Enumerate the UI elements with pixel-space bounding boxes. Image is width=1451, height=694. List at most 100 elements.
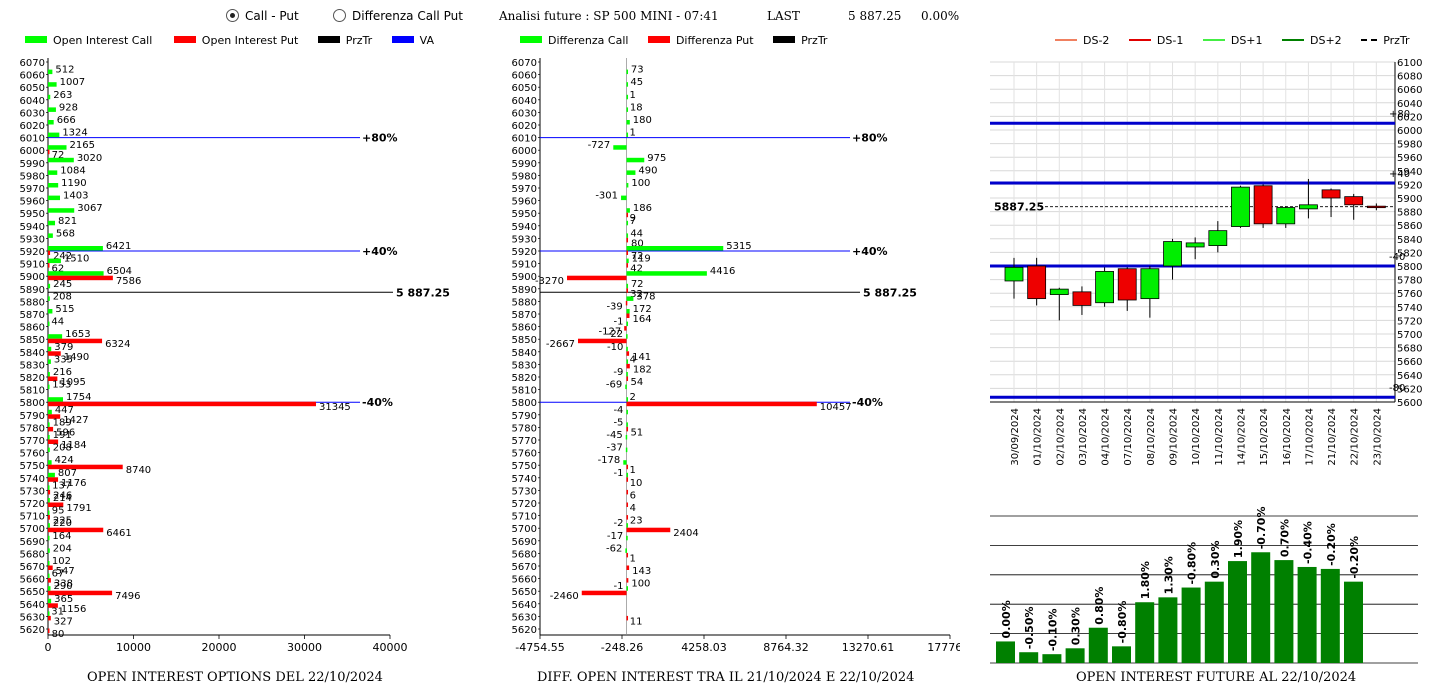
call-bar <box>626 296 634 301</box>
call-value-label: 1 <box>630 90 636 101</box>
candle-body <box>1140 268 1160 300</box>
strike-label: 5800 <box>512 398 537 409</box>
caption-chart4: OPEN INTEREST FUTURE AL 22/10/2024 <box>1076 670 1357 685</box>
bar-value-label: 0.70% <box>1278 519 1291 557</box>
call-bar <box>626 586 628 591</box>
legend-swatch <box>647 36 670 43</box>
candle-body <box>1253 185 1273 225</box>
legend-label: Open Interest Put <box>201 34 299 47</box>
bar-value-label: -0.80% <box>1116 601 1129 644</box>
call-value-label: 379 <box>54 342 73 353</box>
call-value-label: 137 <box>52 480 71 491</box>
va-label: +80% <box>852 132 888 145</box>
legend-swatch <box>1055 39 1077 41</box>
strike-label: 6010 <box>20 134 45 145</box>
open-interest-future-chart: 0.00% -0.50% -0.10% 0.30% 0.80% -0.80% 1.80% 1.… <box>990 507 1418 664</box>
date-label: 07/10/2024 <box>1123 408 1134 466</box>
call-bar <box>626 170 636 175</box>
put-value-label: 547 <box>56 566 75 577</box>
put-bar <box>626 401 817 407</box>
candle-body <box>1208 230 1228 246</box>
call-bar <box>48 523 50 528</box>
strike-label: 5910 <box>20 260 45 271</box>
last-value: 5 887.25 <box>848 9 902 23</box>
call-bar <box>48 397 63 402</box>
call-bar <box>626 94 629 100</box>
call-bar <box>626 258 629 264</box>
change-value: 0.00% <box>921 9 960 23</box>
bar-value-label: -0.80% <box>1186 542 1199 585</box>
call-bar <box>621 195 627 201</box>
candle-body <box>1163 241 1182 267</box>
legend-item: VA <box>391 34 434 47</box>
x-tick-label: 30000 <box>287 641 322 654</box>
legend-swatch <box>773 36 796 43</box>
call-bar <box>48 447 50 453</box>
radio-call-put[interactable]: Call - Put <box>226 9 299 23</box>
legend-chart3: DS-2 DS-1 DS+1 DS+2 PrzTr <box>1055 34 1410 47</box>
future-bar <box>996 641 1015 663</box>
strike-label: 5880 <box>20 297 45 308</box>
last-label: LAST <box>767 9 800 23</box>
call-value-label: -5 <box>613 417 623 428</box>
va-label: +80% <box>362 132 398 145</box>
call-value-label: 447 <box>55 405 74 416</box>
y-tick-label: 5680 <box>1397 344 1422 355</box>
call-bar <box>48 94 51 100</box>
radio-differenza[interactable]: Differenza Call Put <box>333 9 463 23</box>
y-tick-label: 5600 <box>1397 398 1422 409</box>
level-label: -80 <box>1389 383 1405 394</box>
bar-value-label: -0.70% <box>1255 507 1268 550</box>
put-bar <box>48 351 61 356</box>
call-bar <box>48 132 60 138</box>
put-bar <box>626 212 629 218</box>
x-tick-label: 20000 <box>202 641 237 654</box>
call-bar <box>48 409 52 415</box>
put-value-label: 8740 <box>126 465 151 476</box>
strike-label: 6020 <box>20 121 45 132</box>
y-tick-label: 5620 <box>1397 384 1422 395</box>
va-label: +40% <box>362 245 398 258</box>
put-bar <box>48 263 50 268</box>
call-bar <box>626 359 629 364</box>
strike-label: 5650 <box>512 587 537 598</box>
call-value-label: 245 <box>53 279 72 290</box>
call-value-label: 153 <box>52 380 71 391</box>
put-bar <box>626 515 629 520</box>
date-label: 10/10/2024 <box>1191 408 1202 466</box>
put-value-label: -39 <box>606 301 622 312</box>
date-label: 09/10/2024 <box>1169 408 1180 466</box>
y-tick-label: 6000 <box>1397 126 1422 137</box>
call-bar <box>48 296 50 301</box>
legend-item: PrzTr <box>773 34 827 47</box>
date-label: 08/10/2024 <box>1146 408 1157 466</box>
put-value-label: 327 <box>54 616 73 627</box>
put-bar <box>626 489 629 495</box>
strike-label: 5790 <box>512 411 537 422</box>
call-bar <box>626 107 629 112</box>
y-tick-label: 5780 <box>1397 276 1422 287</box>
call-value-label: 1653 <box>65 329 90 340</box>
date-label: 17/10/2024 <box>1304 408 1315 466</box>
date-label: 23/10/2024 <box>1372 408 1383 466</box>
strike-label: 5640 <box>20 600 45 611</box>
put-bar <box>48 502 64 507</box>
candle-body <box>1276 207 1296 225</box>
strike-label: 5950 <box>20 209 45 220</box>
strike-label: 5760 <box>20 449 45 460</box>
call-value-label: 424 <box>55 455 74 466</box>
level-label: +40 <box>1389 169 1410 180</box>
future-bar <box>1344 581 1363 663</box>
call-value-label: 666 <box>57 115 76 126</box>
call-bar <box>48 195 60 201</box>
legend-item: Differenza Put <box>647 34 754 47</box>
put-bar <box>626 552 629 558</box>
y-tick-label: 5700 <box>1397 330 1422 341</box>
put-value-label: 6 <box>630 490 636 501</box>
call-bar <box>626 535 628 541</box>
put-value-label: 1 <box>630 553 636 564</box>
y-tick-label: 5960 <box>1397 153 1422 164</box>
y-tick-label: 6060 <box>1397 85 1422 96</box>
strike-label: 5760 <box>512 449 537 460</box>
candle-body <box>1185 242 1205 248</box>
